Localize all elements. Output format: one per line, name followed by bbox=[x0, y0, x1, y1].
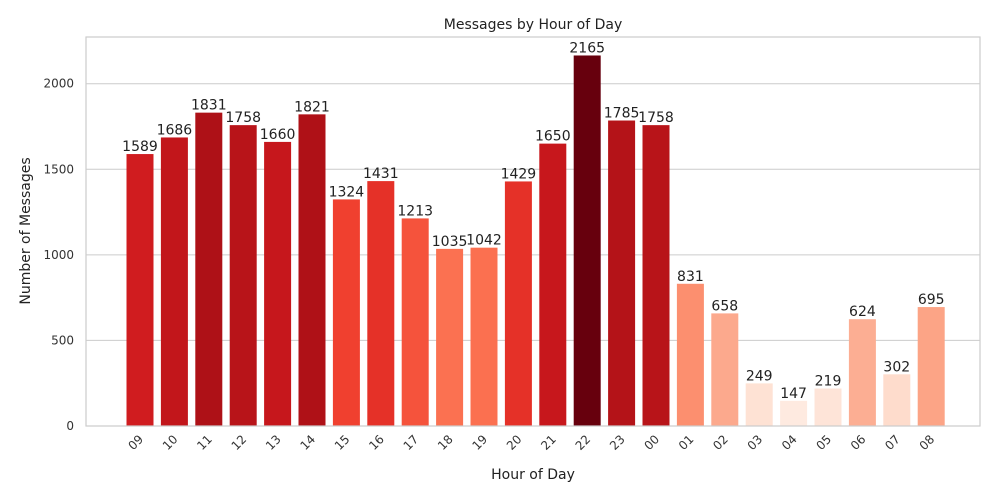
x-tick-label: 23 bbox=[607, 432, 628, 453]
bar-03 bbox=[745, 383, 773, 426]
data-label: 1589 bbox=[122, 139, 158, 155]
x-tick-label: 08 bbox=[917, 432, 938, 453]
data-label: 302 bbox=[883, 359, 910, 375]
data-label: 1324 bbox=[329, 184, 365, 200]
bar-17 bbox=[401, 218, 429, 426]
data-label: 147 bbox=[780, 386, 807, 402]
bar-02 bbox=[711, 313, 739, 426]
x-tick-label: 05 bbox=[813, 432, 834, 453]
data-label: 1758 bbox=[225, 110, 261, 126]
bar-15 bbox=[332, 199, 360, 426]
x-tick-label: 21 bbox=[538, 432, 559, 453]
data-label: 1431 bbox=[363, 166, 399, 182]
bar-21 bbox=[539, 143, 567, 427]
data-label: 249 bbox=[746, 368, 773, 384]
bar-11 bbox=[195, 112, 223, 426]
x-tick-label: 02 bbox=[710, 432, 731, 453]
y-tick-label: 500 bbox=[51, 333, 74, 347]
y-tick-label: 2000 bbox=[43, 77, 74, 91]
data-label: 1660 bbox=[260, 127, 296, 143]
data-label: 658 bbox=[711, 298, 738, 314]
bar-14 bbox=[298, 114, 326, 426]
x-tick-label: 13 bbox=[263, 432, 284, 453]
bar-19 bbox=[470, 247, 498, 426]
bar-09 bbox=[126, 154, 154, 426]
bar-07 bbox=[883, 374, 911, 426]
x-tick-label: 14 bbox=[297, 432, 318, 453]
x-tick-label: 16 bbox=[366, 432, 387, 453]
data-label: 1650 bbox=[535, 129, 571, 145]
y-tick-label: 1500 bbox=[43, 162, 74, 176]
data-label: 1686 bbox=[157, 122, 193, 138]
y-axis-ticks: 0 500 1000 1500 2000 bbox=[43, 77, 74, 433]
x-tick-label: 11 bbox=[194, 432, 215, 453]
x-tick-label: 09 bbox=[125, 432, 146, 453]
y-tick-label: 1000 bbox=[43, 248, 74, 262]
data-label: 2165 bbox=[569, 40, 605, 56]
bar-20 bbox=[504, 181, 532, 426]
bar-06 bbox=[848, 319, 876, 426]
bar-16 bbox=[367, 181, 395, 426]
x-tick-label: 12 bbox=[229, 432, 250, 453]
bar-13 bbox=[264, 141, 292, 426]
bar-08 bbox=[917, 307, 945, 426]
x-tick-label: 15 bbox=[332, 432, 353, 453]
x-tick-label: 19 bbox=[469, 432, 490, 453]
bar-04 bbox=[780, 400, 808, 426]
bars bbox=[126, 55, 945, 427]
x-axis-label: Hour of Day bbox=[491, 467, 575, 483]
x-tick-label: 03 bbox=[745, 432, 766, 453]
x-tick-label: 18 bbox=[435, 432, 456, 453]
y-axis-label: Number of Messages bbox=[18, 157, 34, 304]
bar-22 bbox=[573, 55, 601, 426]
x-tick-label: 06 bbox=[848, 432, 869, 453]
x-tick-label: 00 bbox=[641, 432, 662, 453]
data-label: 219 bbox=[815, 374, 842, 390]
bar-01 bbox=[676, 283, 704, 426]
data-label: 1758 bbox=[638, 110, 674, 126]
x-tick-label: 17 bbox=[401, 432, 422, 453]
x-tick-label: 07 bbox=[882, 432, 903, 453]
data-label: 831 bbox=[677, 269, 704, 285]
x-axis-ticks: 09 10 11 12 13 14 15 16 17 18 19 20 21 22 23 00 01 02 03 04… bbox=[125, 432, 937, 453]
data-labels: 1589168618311758166018211324143112131035… bbox=[122, 40, 944, 401]
bar-00 bbox=[642, 125, 670, 426]
x-tick-label: 20 bbox=[504, 432, 525, 453]
chart-title: Messages by Hour of Day bbox=[444, 17, 623, 33]
data-label: 1785 bbox=[604, 106, 640, 122]
data-label: 695 bbox=[918, 292, 945, 308]
y-tick-label: 0 bbox=[66, 419, 74, 433]
data-label: 1429 bbox=[501, 166, 537, 182]
data-label: 1035 bbox=[432, 234, 468, 250]
x-tick-label: 01 bbox=[676, 432, 697, 453]
x-tick-label: 04 bbox=[779, 432, 800, 453]
data-label: 1042 bbox=[466, 233, 502, 249]
bar-23 bbox=[608, 120, 636, 427]
bar-10 bbox=[160, 137, 188, 426]
plot-frame bbox=[85, 36, 981, 427]
data-label: 1213 bbox=[397, 203, 433, 219]
data-label: 1821 bbox=[294, 99, 330, 115]
x-tick-label: 22 bbox=[573, 432, 594, 453]
x-tick-label: 10 bbox=[160, 432, 181, 453]
bar-05 bbox=[814, 388, 842, 426]
data-label: 1831 bbox=[191, 98, 227, 114]
bar-12 bbox=[229, 125, 257, 426]
bar-18 bbox=[436, 248, 464, 426]
data-label: 624 bbox=[849, 304, 876, 320]
